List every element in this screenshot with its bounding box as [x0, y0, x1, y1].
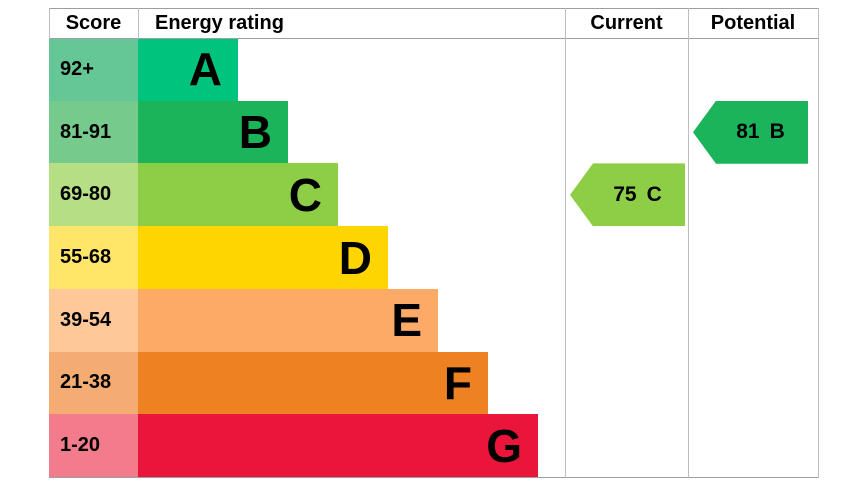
- score-column-header: Score: [65, 12, 122, 34]
- band-bar-c: C: [138, 163, 338, 227]
- band-row-d: 55-68 D: [49, 226, 818, 289]
- band-letter-a: A: [188, 43, 222, 96]
- potential-rating-arrow: 81 B: [693, 100, 808, 164]
- score-range-c: 69-80: [49, 163, 138, 227]
- band-letter-e: E: [391, 294, 422, 347]
- table-top-border: [49, 8, 819, 9]
- band-row-f: 21-38 F: [49, 351, 818, 415]
- potential-column-divider: [688, 8, 689, 478]
- current-rating-arrow: 75 C: [570, 163, 685, 227]
- header-bottom-border: [49, 38, 819, 39]
- band-bar-d: D: [138, 226, 388, 289]
- band-rows: 92+ A 81-91 B 69-80 C 55-68 D 39-54: [49, 38, 818, 478]
- table-bottom-border: [49, 477, 819, 478]
- score-range-d: 55-68: [49, 226, 138, 289]
- potential-column-header: Potential: [710, 12, 796, 34]
- current-rating-band: C: [646, 182, 662, 206]
- band-bar-e: E: [138, 288, 438, 352]
- current-column-divider: [565, 8, 566, 478]
- band-bar-f: F: [138, 351, 488, 415]
- score-range-g: 1-20: [49, 414, 138, 478]
- score-range-b: 81-91: [49, 100, 138, 164]
- band-letter-c: C: [288, 168, 322, 221]
- band-bar-g: G: [138, 414, 538, 478]
- band-letter-g: G: [486, 419, 522, 472]
- band-bar-b: B: [138, 100, 288, 164]
- band-letter-f: F: [443, 356, 472, 409]
- table-left-border: [49, 8, 50, 39]
- score-range-a: 92+: [49, 38, 138, 101]
- score-range-e: 39-54: [49, 288, 138, 352]
- current-rating-score: 75: [613, 182, 637, 206]
- band-row-a: 92+ A: [49, 38, 818, 101]
- band-bar-a: A: [138, 38, 238, 101]
- current-column-header: Current: [590, 12, 663, 34]
- band-row-e: 39-54 E: [49, 288, 818, 352]
- potential-rating-score: 81: [736, 120, 760, 144]
- score-column-divider: [138, 8, 139, 39]
- band-row-c: 69-80 C: [49, 163, 818, 227]
- potential-rating-band: B: [769, 120, 785, 144]
- band-row-b: 81-91 B: [49, 100, 818, 164]
- energy-rating-column-header: Energy rating: [155, 12, 284, 34]
- band-row-g: 1-20 G: [49, 414, 818, 478]
- table-right-border: [818, 8, 819, 478]
- band-letter-b: B: [238, 106, 272, 159]
- band-letter-d: D: [338, 231, 372, 284]
- score-range-f: 21-38: [49, 351, 138, 415]
